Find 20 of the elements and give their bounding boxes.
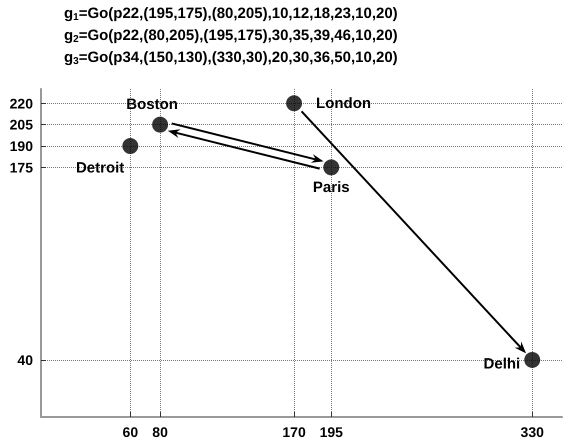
- point: [524, 352, 540, 368]
- point: [152, 116, 168, 133]
- x-tick-label: 170: [282, 424, 306, 439]
- annotation: Detroit: [76, 160, 124, 177]
- annotation: Paris: [312, 178, 350, 196]
- y-tick-label: 190: [10, 138, 34, 154]
- x-tick-label: 60: [122, 424, 138, 439]
- x-tick-label: 330: [520, 424, 544, 439]
- y-tick-label: 40: [17, 352, 34, 368]
- y-tick-label: 220: [10, 95, 34, 112]
- x-tick-label: 195: [320, 424, 344, 439]
- annotation: Delhi: [484, 355, 520, 372]
- annotation: Boston: [126, 96, 178, 114]
- x-tick-label: 80: [152, 424, 168, 439]
- point: [286, 95, 302, 112]
- y-tick-label: 175: [10, 159, 34, 176]
- annotation: London: [316, 94, 372, 112]
- y-tick-label: 205: [10, 116, 34, 133]
- point: [122, 138, 138, 154]
- point: [323, 159, 340, 176]
